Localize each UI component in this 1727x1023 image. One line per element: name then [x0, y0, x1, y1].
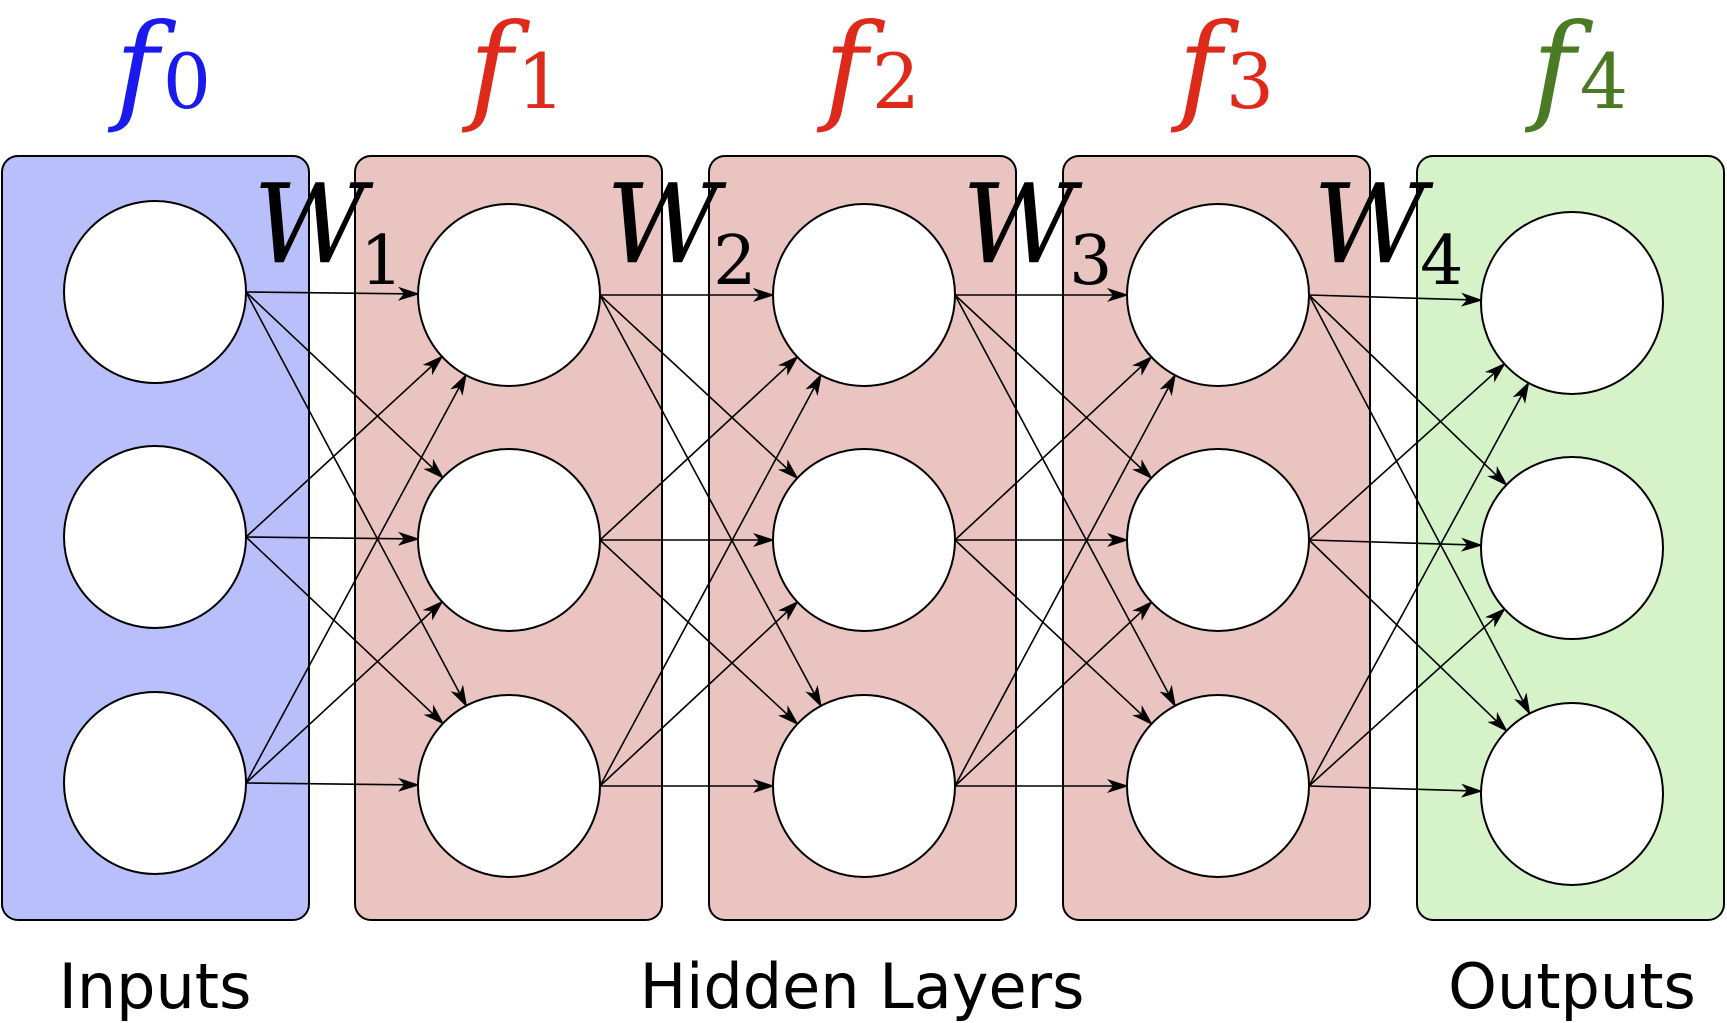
edge-l2-n1-to-l3-n0 — [954, 355, 1153, 541]
edge-l3-n0-to-l4-n1 — [1308, 294, 1508, 487]
neuron-layer-1-2 — [417, 694, 601, 878]
neuron-layer-4-2 — [1480, 702, 1664, 886]
layer-label-f4: f4 — [1524, 0, 1628, 136]
edge-l0-n0-to-l1-n2 — [245, 291, 468, 708]
edge-l2-n1-to-l3-n2 — [954, 539, 1154, 726]
edge-l2-n0-to-l3-n1 — [954, 294, 1153, 480]
caption-hidden-layers: Hidden Layers — [640, 950, 1085, 1023]
edge-l0-n2-to-l1-n0 — [245, 373, 467, 784]
edge-l3-n1-to-l4-n0 — [1308, 362, 1506, 541]
weight-label-w1: W1 — [253, 160, 403, 301]
edge-l1-n1-to-l2-n0 — [599, 355, 799, 541]
edge-l3-n0-to-l4-n0 — [1308, 292, 1484, 307]
edge-l1-n2-to-l2-n1 — [599, 600, 799, 787]
edge-l0-n0-to-l1-n1 — [245, 291, 445, 479]
weight-labels: W1 W2 W3 W4 — [253, 160, 1463, 301]
connections — [245, 286, 1531, 798]
weight-label-w2: W2 — [606, 160, 756, 301]
neuron-layer-2-0 — [772, 203, 956, 387]
edge-l3-n1-to-l4-n1 — [1308, 537, 1484, 552]
caption-inputs: Inputs — [59, 950, 252, 1023]
neuron-layer-4-0 — [1480, 211, 1664, 395]
caption-outputs: Outputs — [1448, 950, 1696, 1023]
neuron-layer-2-2 — [772, 694, 956, 878]
layer-label-f2: f2 — [816, 0, 920, 136]
layer-label-f3: f3 — [1170, 0, 1274, 136]
edge-l0-n1-to-l1-n0 — [245, 355, 444, 538]
neuron-layer-3-0 — [1126, 203, 1310, 387]
neurons — [63, 200, 1664, 886]
neuron-layer-0-2 — [63, 691, 247, 875]
edge-l2-n0-to-l3-n2 — [954, 294, 1176, 708]
neuron-layer-0-0 — [63, 200, 247, 384]
captions: Inputs Hidden Layers Outputs — [59, 950, 1696, 1023]
edge-l1-n1-to-l2-n2 — [599, 539, 799, 726]
edge-l2-n2-to-l3-n0 — [954, 373, 1176, 787]
edge-l0-n0-to-l1-n0 — [245, 286, 421, 301]
layer-function-labels: f0 f1 f2 f3 f4 — [107, 0, 1628, 136]
edge-l2-n2-to-l3-n1 — [954, 600, 1154, 787]
edge-l0-n1-to-l1-n1 — [245, 531, 421, 546]
layer-label-f1: f1 — [461, 0, 565, 136]
neuron-layer-1-0 — [417, 203, 601, 387]
edge-l3-n2-to-l4-n1 — [1308, 607, 1507, 787]
edge-l0-n2-to-l1-n1 — [245, 600, 444, 784]
edge-l1-n0-to-l2-n1 — [599, 294, 799, 480]
weight-label-w3: W3 — [962, 160, 1112, 301]
weight-label-w4: W4 — [1313, 160, 1463, 301]
layer-label-f0: f0 — [107, 0, 211, 136]
neuron-layer-4-1 — [1480, 456, 1664, 640]
neuron-layer-3-1 — [1126, 448, 1310, 632]
edge-l3-n2-to-l4-n2 — [1308, 783, 1484, 798]
edge-l3-n2-to-l4-n0 — [1308, 381, 1530, 787]
edge-l1-n0-to-l2-n2 — [599, 294, 822, 708]
edge-l3-n0-to-l4-n2 — [1308, 294, 1531, 716]
neuron-layer-1-1 — [417, 448, 601, 632]
edge-l1-n2-to-l2-n0 — [599, 373, 822, 787]
edge-l0-n2-to-l1-n2 — [245, 777, 421, 792]
neuron-layer-2-1 — [772, 448, 956, 632]
neuron-layer-3-2 — [1126, 694, 1310, 878]
edge-l3-n1-to-l4-n2 — [1308, 539, 1508, 733]
neuron-layer-0-1 — [63, 445, 247, 629]
edge-l0-n1-to-l1-n2 — [245, 536, 445, 725]
